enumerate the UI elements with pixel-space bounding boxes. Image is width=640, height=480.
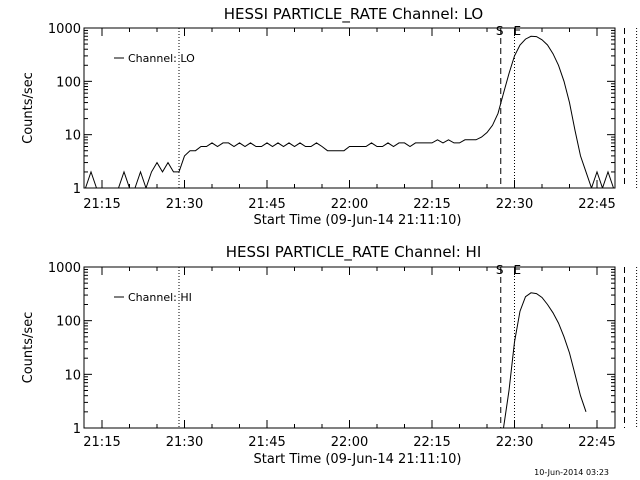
legend-label: Channel: LO [128, 52, 195, 65]
y-tick-label: 10 [64, 129, 81, 144]
y-tick-label: 1000 [48, 22, 81, 37]
x-tick-label: 21:15 [83, 435, 120, 450]
x-tick-label: 21:15 [83, 197, 120, 212]
series-line-channello [85, 35, 615, 188]
x-tick-label: 22:15 [413, 435, 450, 450]
y-axis-title: Counts/sec [21, 72, 36, 144]
chart-title: HESSI PARTICLE_RATE Channel: LO [224, 5, 483, 24]
x-axis-title: Start Time (09-Jun-14 21:11:10) [254, 452, 462, 467]
x-axis-title: Start Time (09-Jun-14 21:11:10) [254, 213, 462, 228]
y-tick-label: 10 [64, 368, 81, 383]
x-tick-label: 21:45 [248, 197, 285, 212]
x-tick-label: 22:45 [578, 435, 615, 450]
marker-label-s: S [496, 24, 504, 38]
y-tick-label: 1000 [48, 261, 81, 276]
x-tick-label: 22:30 [496, 435, 533, 450]
x-tick-label: 22:00 [331, 197, 368, 212]
marker-label-s: S [496, 263, 504, 277]
x-tick-label: 21:45 [248, 435, 285, 450]
y-tick-label: 1 [73, 422, 81, 437]
y-tick-label: 100 [56, 315, 81, 330]
x-tick-label: 21:30 [166, 197, 203, 212]
y-axis-title: Counts/sec [21, 312, 36, 384]
marker-label-e: E [513, 263, 521, 277]
y-tick-label: 100 [56, 75, 81, 90]
y-tick-label: 1 [73, 182, 81, 197]
x-tick-label: 22:30 [496, 197, 533, 212]
legend-label: Channel: HI [128, 291, 192, 304]
x-tick-label: 22:15 [413, 197, 450, 212]
marker-label-e: E [513, 24, 521, 38]
panel-hi: HESSI PARTICLE_RATE Channel: HI 21:15 21:3… [21, 243, 638, 467]
panel-lo: HESSI PARTICLE_RATE Channel: LO 21:15 21:3… [21, 5, 638, 228]
x-tick-label: 22:45 [578, 197, 615, 212]
x-tick-label: 22:00 [331, 435, 368, 450]
series-line-channelhi [503, 292, 587, 428]
chart-title: HESSI PARTICLE_RATE Channel: HI [226, 243, 482, 262]
footer-timestamp: 10-Jun-2014 03:23 [534, 468, 609, 477]
x-tick-label: 21:30 [166, 435, 203, 450]
